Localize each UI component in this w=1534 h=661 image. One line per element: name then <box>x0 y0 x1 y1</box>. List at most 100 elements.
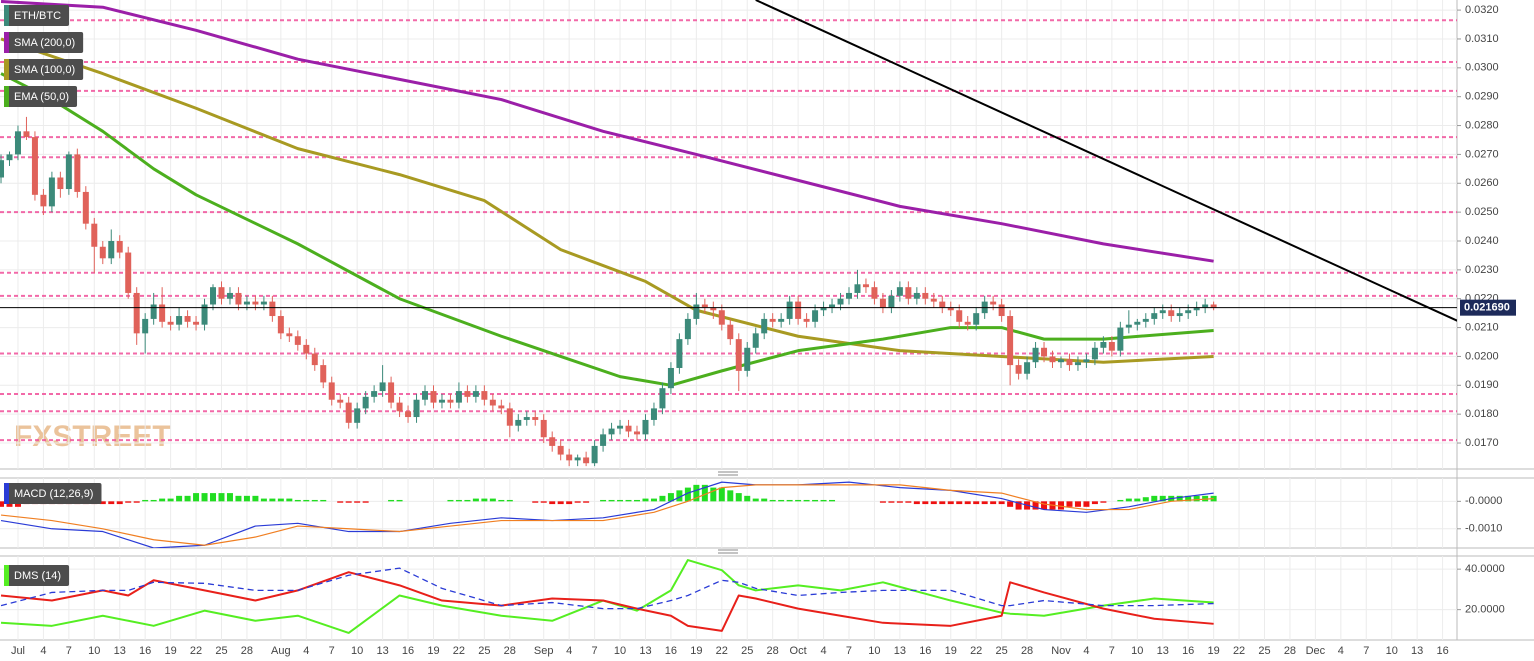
candle-body <box>405 411 412 418</box>
x-tick-label: Aug <box>271 645 291 657</box>
histogram-bar <box>218 493 225 502</box>
candle-body <box>23 131 30 138</box>
candle-body <box>913 292 920 299</box>
candle-body <box>31 137 38 195</box>
candle-body <box>328 382 335 400</box>
x-tick-label: 10 <box>88 645 100 657</box>
histogram-bar <box>786 499 793 502</box>
candle-body <box>193 321 200 325</box>
histogram-bar <box>14 501 21 507</box>
histogram-bar <box>1134 498 1141 502</box>
x-tick-label: 22 <box>716 645 728 657</box>
histogram-bar <box>455 499 462 502</box>
x-tick-label: 7 <box>592 645 598 657</box>
histogram-bar <box>557 501 564 505</box>
histogram-bar <box>0 501 5 507</box>
histogram-bar <box>260 498 267 502</box>
candle-body <box>922 292 929 299</box>
resize-grip[interactable] <box>718 471 738 554</box>
histogram-bar <box>718 487 725 502</box>
histogram-bar <box>896 501 903 503</box>
candle-body <box>625 425 632 432</box>
histogram-bar <box>761 498 768 502</box>
legend-label: MACD (12,26,9) <box>14 488 93 500</box>
candle-body <box>939 301 946 308</box>
legend-box <box>4 86 78 107</box>
x-tick-label: 7 <box>66 645 72 657</box>
histogram-bar <box>752 498 759 502</box>
histogram-bar <box>973 501 980 505</box>
candle-body <box>973 313 980 325</box>
moving-average <box>0 0 1214 263</box>
candle-body <box>260 301 267 305</box>
candle-body <box>727 324 734 340</box>
moving-average <box>0 37 1214 364</box>
histogram-bar <box>464 499 471 502</box>
candle-body <box>1193 307 1200 311</box>
dms-line <box>0 571 1214 632</box>
x-tick-label: 13 <box>1411 645 1423 657</box>
histogram-bar <box>447 499 454 502</box>
legend-box <box>4 565 70 586</box>
candle-body <box>744 347 751 371</box>
histogram-bar <box>235 495 242 502</box>
histogram-bar <box>1091 501 1098 505</box>
legend-swatch <box>4 565 9 586</box>
candle-body <box>667 367 674 389</box>
y-tick-label: 0.0190 <box>1465 379 1499 391</box>
x-tick-label: 16 <box>919 645 931 657</box>
candle-body <box>1202 304 1209 308</box>
histogram-bar <box>803 499 810 502</box>
histogram-bar <box>6 501 13 507</box>
candle-body <box>820 307 827 311</box>
candle-body <box>812 310 819 322</box>
histogram-bar <box>964 501 971 505</box>
histogram-bar <box>667 493 674 502</box>
candle-body <box>1134 321 1141 325</box>
x-tick-label: Oct <box>790 645 807 657</box>
histogram-bar <box>532 501 539 503</box>
candle-body <box>574 457 581 461</box>
candle-body <box>506 408 513 426</box>
x-tick-label: 13 <box>1157 645 1169 657</box>
x-tick-label: 28 <box>1284 645 1296 657</box>
histogram-bar <box>1057 501 1064 510</box>
candle-body <box>345 402 352 423</box>
legend-label: DMS (14) <box>14 570 61 582</box>
candle-body <box>930 298 937 302</box>
histogram-bar <box>795 499 802 502</box>
histogram-bar <box>269 498 276 502</box>
histogram-bar <box>388 499 395 502</box>
x-tick-label: 7 <box>329 645 335 657</box>
histogram-bar <box>184 495 191 502</box>
candle-body <box>277 316 284 334</box>
candle-body <box>1176 313 1183 317</box>
histogram-bar <box>650 498 657 502</box>
y-tick-label: 20.0000 <box>1465 604 1505 616</box>
candle-body <box>65 154 72 190</box>
histogram-bar <box>583 501 590 503</box>
candle-body <box>1117 327 1124 351</box>
candle-body <box>786 301 793 319</box>
x-tick-label: 22 <box>970 645 982 657</box>
candle-body <box>388 382 395 403</box>
candle-body <box>879 298 886 308</box>
candle-body <box>14 131 21 155</box>
candle-body <box>854 284 861 293</box>
x-tick-label: 13 <box>894 645 906 657</box>
panel <box>0 559 1214 634</box>
candle-body <box>947 307 954 311</box>
candle-body <box>1091 347 1098 360</box>
candle-body <box>591 445 598 464</box>
histogram-bar <box>659 495 666 502</box>
x-tick-label: 10 <box>1386 645 1398 657</box>
watermark: FXSTREET <box>14 420 171 453</box>
legend-label: EMA (50,0) <box>14 91 69 103</box>
candle-body <box>990 301 997 305</box>
y-tick-label: 0.0300 <box>1465 62 1499 74</box>
x-tick-label: 4 <box>820 645 826 657</box>
candle-body <box>693 304 700 319</box>
x-tick-label: 4 <box>1338 645 1344 657</box>
x-tick-label: 25 <box>215 645 227 657</box>
